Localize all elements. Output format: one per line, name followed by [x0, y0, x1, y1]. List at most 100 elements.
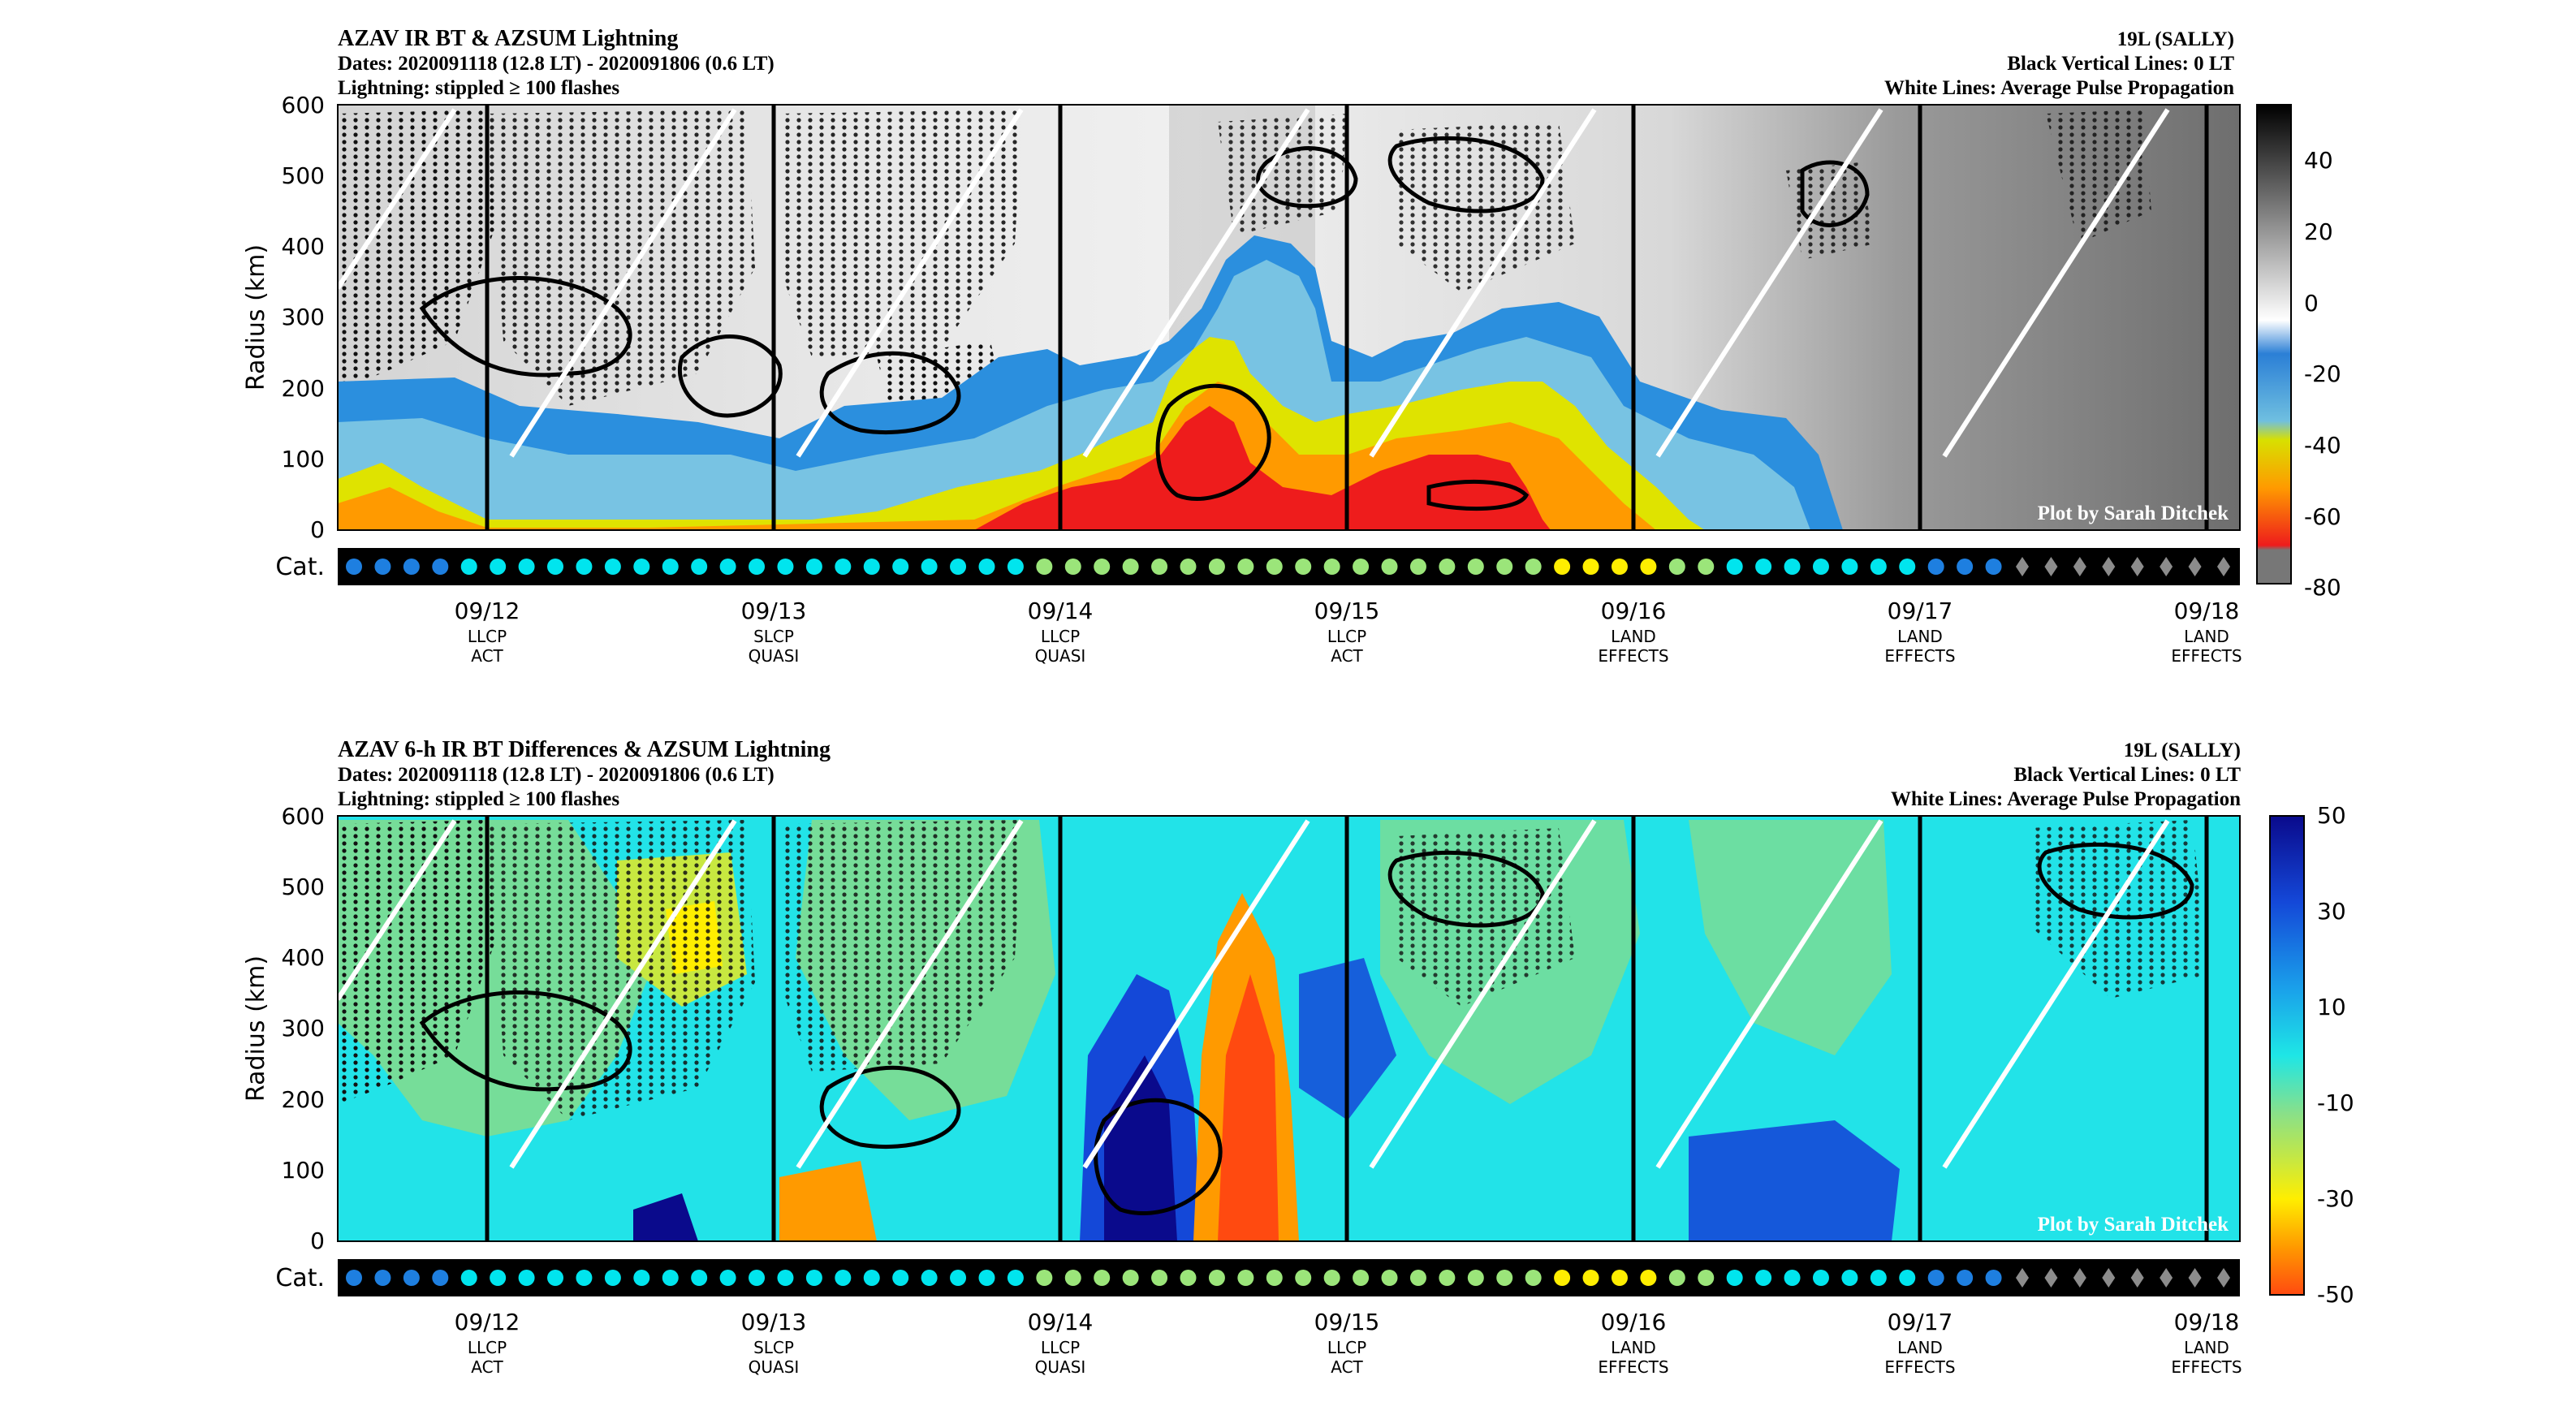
bottom-date-0913: 09/13 — [741, 1309, 807, 1335]
category-marker — [921, 559, 938, 575]
bottom-phase-0913-a: SLCP — [753, 1338, 794, 1357]
top-phase-0914-b: QUASI — [1035, 646, 1086, 666]
bottom-phase-0913-b: QUASI — [749, 1357, 800, 1377]
top-black-lines-note: Black Vertical Lines: 0 LT — [2007, 53, 2234, 75]
category-marker — [2044, 1268, 2058, 1288]
category-marker — [1927, 559, 1944, 575]
top-lightning-stipple-8 — [1786, 162, 1875, 260]
bottom-dates: Dates: 2020091118 (12.8 LT) - 2020091806… — [338, 764, 775, 786]
top-phase-0912-b: ACT — [471, 646, 503, 666]
top-cat-bar — [338, 548, 2240, 585]
category-marker — [749, 559, 766, 575]
category-marker — [1467, 1270, 1484, 1286]
top-phase-0915-b: ACT — [1331, 646, 1363, 666]
top-phase-0915-a: LLCP — [1327, 627, 1366, 646]
bottom-ytick-500: 500 — [282, 874, 325, 900]
bottom-lightning-contour-2 — [819, 1065, 961, 1149]
top-lightning-contour-8 — [1800, 160, 1870, 227]
top-date-0916: 09/16 — [1601, 597, 1667, 624]
bottom-region-orange-2 — [779, 1161, 877, 1241]
category-marker — [576, 1270, 593, 1286]
bottom-phase-0914-a: LLCP — [1041, 1338, 1080, 1357]
category-marker — [2073, 1268, 2086, 1288]
top-colorbar-ramp — [2256, 104, 2292, 585]
top-date-0915: 09/15 — [1314, 597, 1380, 624]
category-marker — [921, 1270, 938, 1286]
category-marker — [1755, 559, 1772, 575]
top-date-0918: 09/18 — [2174, 597, 2240, 624]
category-marker — [1582, 559, 1599, 575]
top-ytick-400: 400 — [282, 233, 325, 260]
bottom-phase-0916-b: EFFECTS — [1598, 1357, 1668, 1377]
top-date-0913: 09/13 — [741, 597, 807, 624]
category-marker — [1841, 1270, 1858, 1286]
category-marker — [1439, 559, 1456, 575]
top-heatmap: Plot by Sarah Ditchek — [338, 105, 2240, 530]
category-marker — [2044, 557, 2058, 576]
top-ytick-600: 600 — [282, 92, 325, 119]
category-marker — [978, 559, 995, 575]
category-marker — [1064, 559, 1081, 575]
category-marker — [1122, 559, 1139, 575]
category-marker — [1812, 559, 1829, 575]
bottom-cat-markers — [346, 1268, 2230, 1288]
bottom-lightning-stipple-1 — [338, 820, 495, 1104]
category-marker — [1554, 559, 1571, 575]
bottom-ytick-600: 600 — [282, 803, 325, 830]
category-marker — [1611, 1270, 1628, 1286]
bottom-pulse-line-2 — [509, 819, 737, 1169]
category-marker — [2073, 557, 2086, 576]
category-marker — [1755, 1270, 1772, 1286]
top-cb-tick-0: 0 — [2304, 290, 2319, 317]
top-lightning-contour-5 — [1256, 146, 1358, 209]
bottom-y-axis: 0 100 200 300 400 500 600 Radius (km) — [242, 803, 325, 1254]
category-marker — [1726, 559, 1743, 575]
bottom-cb-tick-m30: -30 — [2317, 1185, 2354, 1212]
category-marker — [1668, 559, 1685, 575]
top-lightning-contour-2 — [677, 334, 783, 418]
top-phase-0916-b: EFFECTS — [1598, 646, 1668, 666]
category-marker — [1957, 559, 1974, 575]
category-marker — [1525, 559, 1542, 575]
category-marker — [1036, 559, 1053, 575]
category-marker — [1323, 1270, 1340, 1286]
bottom-ylabel: Radius (km) — [242, 956, 270, 1102]
bottom-plot-frame — [337, 815, 2241, 1242]
top-date-0912: 09/12 — [455, 597, 520, 624]
category-marker — [805, 559, 822, 575]
category-marker — [1180, 1270, 1197, 1286]
top-cold-cloud-orange — [338, 382, 1656, 530]
top-lightning-contour-3 — [819, 351, 961, 434]
category-marker — [547, 559, 564, 575]
category-marker — [1927, 1270, 1944, 1286]
category-marker — [1094, 559, 1111, 575]
top-lightning-contour-7 — [1387, 136, 1545, 214]
category-marker — [1525, 1270, 1542, 1286]
bottom-credit: Plot by Sarah Ditchek — [2038, 1214, 2229, 1236]
top-phase-0914-a: LLCP — [1041, 627, 1080, 646]
top-cb-tick-m40: -40 — [2304, 432, 2341, 459]
category-marker — [518, 559, 535, 575]
category-marker — [2015, 1268, 2029, 1288]
top-phase-0913-a: SLCP — [753, 627, 794, 646]
bottom-phase-0912-b: ACT — [471, 1357, 503, 1377]
category-marker — [835, 559, 852, 575]
category-marker — [691, 1270, 708, 1286]
top-ylabel: Radius (km) — [242, 244, 270, 390]
category-marker — [1237, 1270, 1254, 1286]
bottom-colorbar: 50 30 10 -10 -30 -50 — [2269, 802, 2354, 1308]
bottom-storm-name: 19L (SALLY) — [2124, 740, 2241, 761]
category-marker — [1266, 1270, 1283, 1286]
category-marker — [576, 559, 593, 575]
category-marker — [719, 559, 736, 575]
top-cb-tick-40: 40 — [2304, 147, 2333, 174]
top-lightning-note: Lightning: stippled ≥ 100 flashes — [338, 77, 619, 99]
category-marker — [1295, 1270, 1312, 1286]
category-marker — [1611, 559, 1628, 575]
top-pulse-line-4 — [1082, 108, 1310, 458]
top-panel: AZAV IR BT & AZSUM Lightning Dates: 2020… — [242, 26, 2341, 666]
category-marker — [2217, 557, 2230, 576]
category-marker — [1151, 1270, 1168, 1286]
bottom-date-0917: 09/17 — [1888, 1309, 1953, 1335]
